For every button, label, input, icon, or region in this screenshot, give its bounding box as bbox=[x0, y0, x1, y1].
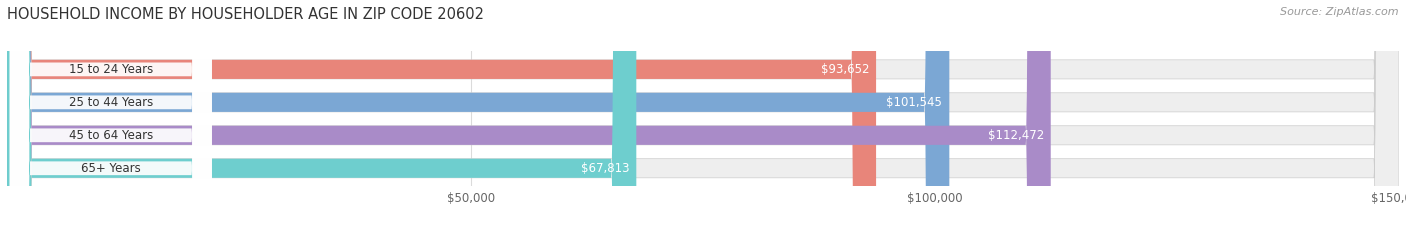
Text: HOUSEHOLD INCOME BY HOUSEHOLDER AGE IN ZIP CODE 20602: HOUSEHOLD INCOME BY HOUSEHOLDER AGE IN Z… bbox=[7, 7, 484, 22]
FancyBboxPatch shape bbox=[7, 0, 637, 233]
FancyBboxPatch shape bbox=[10, 0, 212, 233]
FancyBboxPatch shape bbox=[7, 0, 1050, 233]
FancyBboxPatch shape bbox=[10, 0, 212, 233]
Text: $93,652: $93,652 bbox=[821, 63, 869, 76]
FancyBboxPatch shape bbox=[10, 0, 212, 233]
FancyBboxPatch shape bbox=[7, 0, 1399, 233]
Text: 65+ Years: 65+ Years bbox=[82, 162, 141, 175]
FancyBboxPatch shape bbox=[7, 0, 1399, 233]
FancyBboxPatch shape bbox=[7, 0, 1399, 233]
FancyBboxPatch shape bbox=[7, 0, 949, 233]
Text: 15 to 24 Years: 15 to 24 Years bbox=[69, 63, 153, 76]
Text: Source: ZipAtlas.com: Source: ZipAtlas.com bbox=[1281, 7, 1399, 17]
Text: 45 to 64 Years: 45 to 64 Years bbox=[69, 129, 153, 142]
Text: $101,545: $101,545 bbox=[887, 96, 942, 109]
FancyBboxPatch shape bbox=[10, 0, 212, 233]
Text: $112,472: $112,472 bbox=[987, 129, 1043, 142]
Text: $67,813: $67,813 bbox=[581, 162, 630, 175]
Text: 25 to 44 Years: 25 to 44 Years bbox=[69, 96, 153, 109]
FancyBboxPatch shape bbox=[7, 0, 876, 233]
FancyBboxPatch shape bbox=[7, 0, 1399, 233]
